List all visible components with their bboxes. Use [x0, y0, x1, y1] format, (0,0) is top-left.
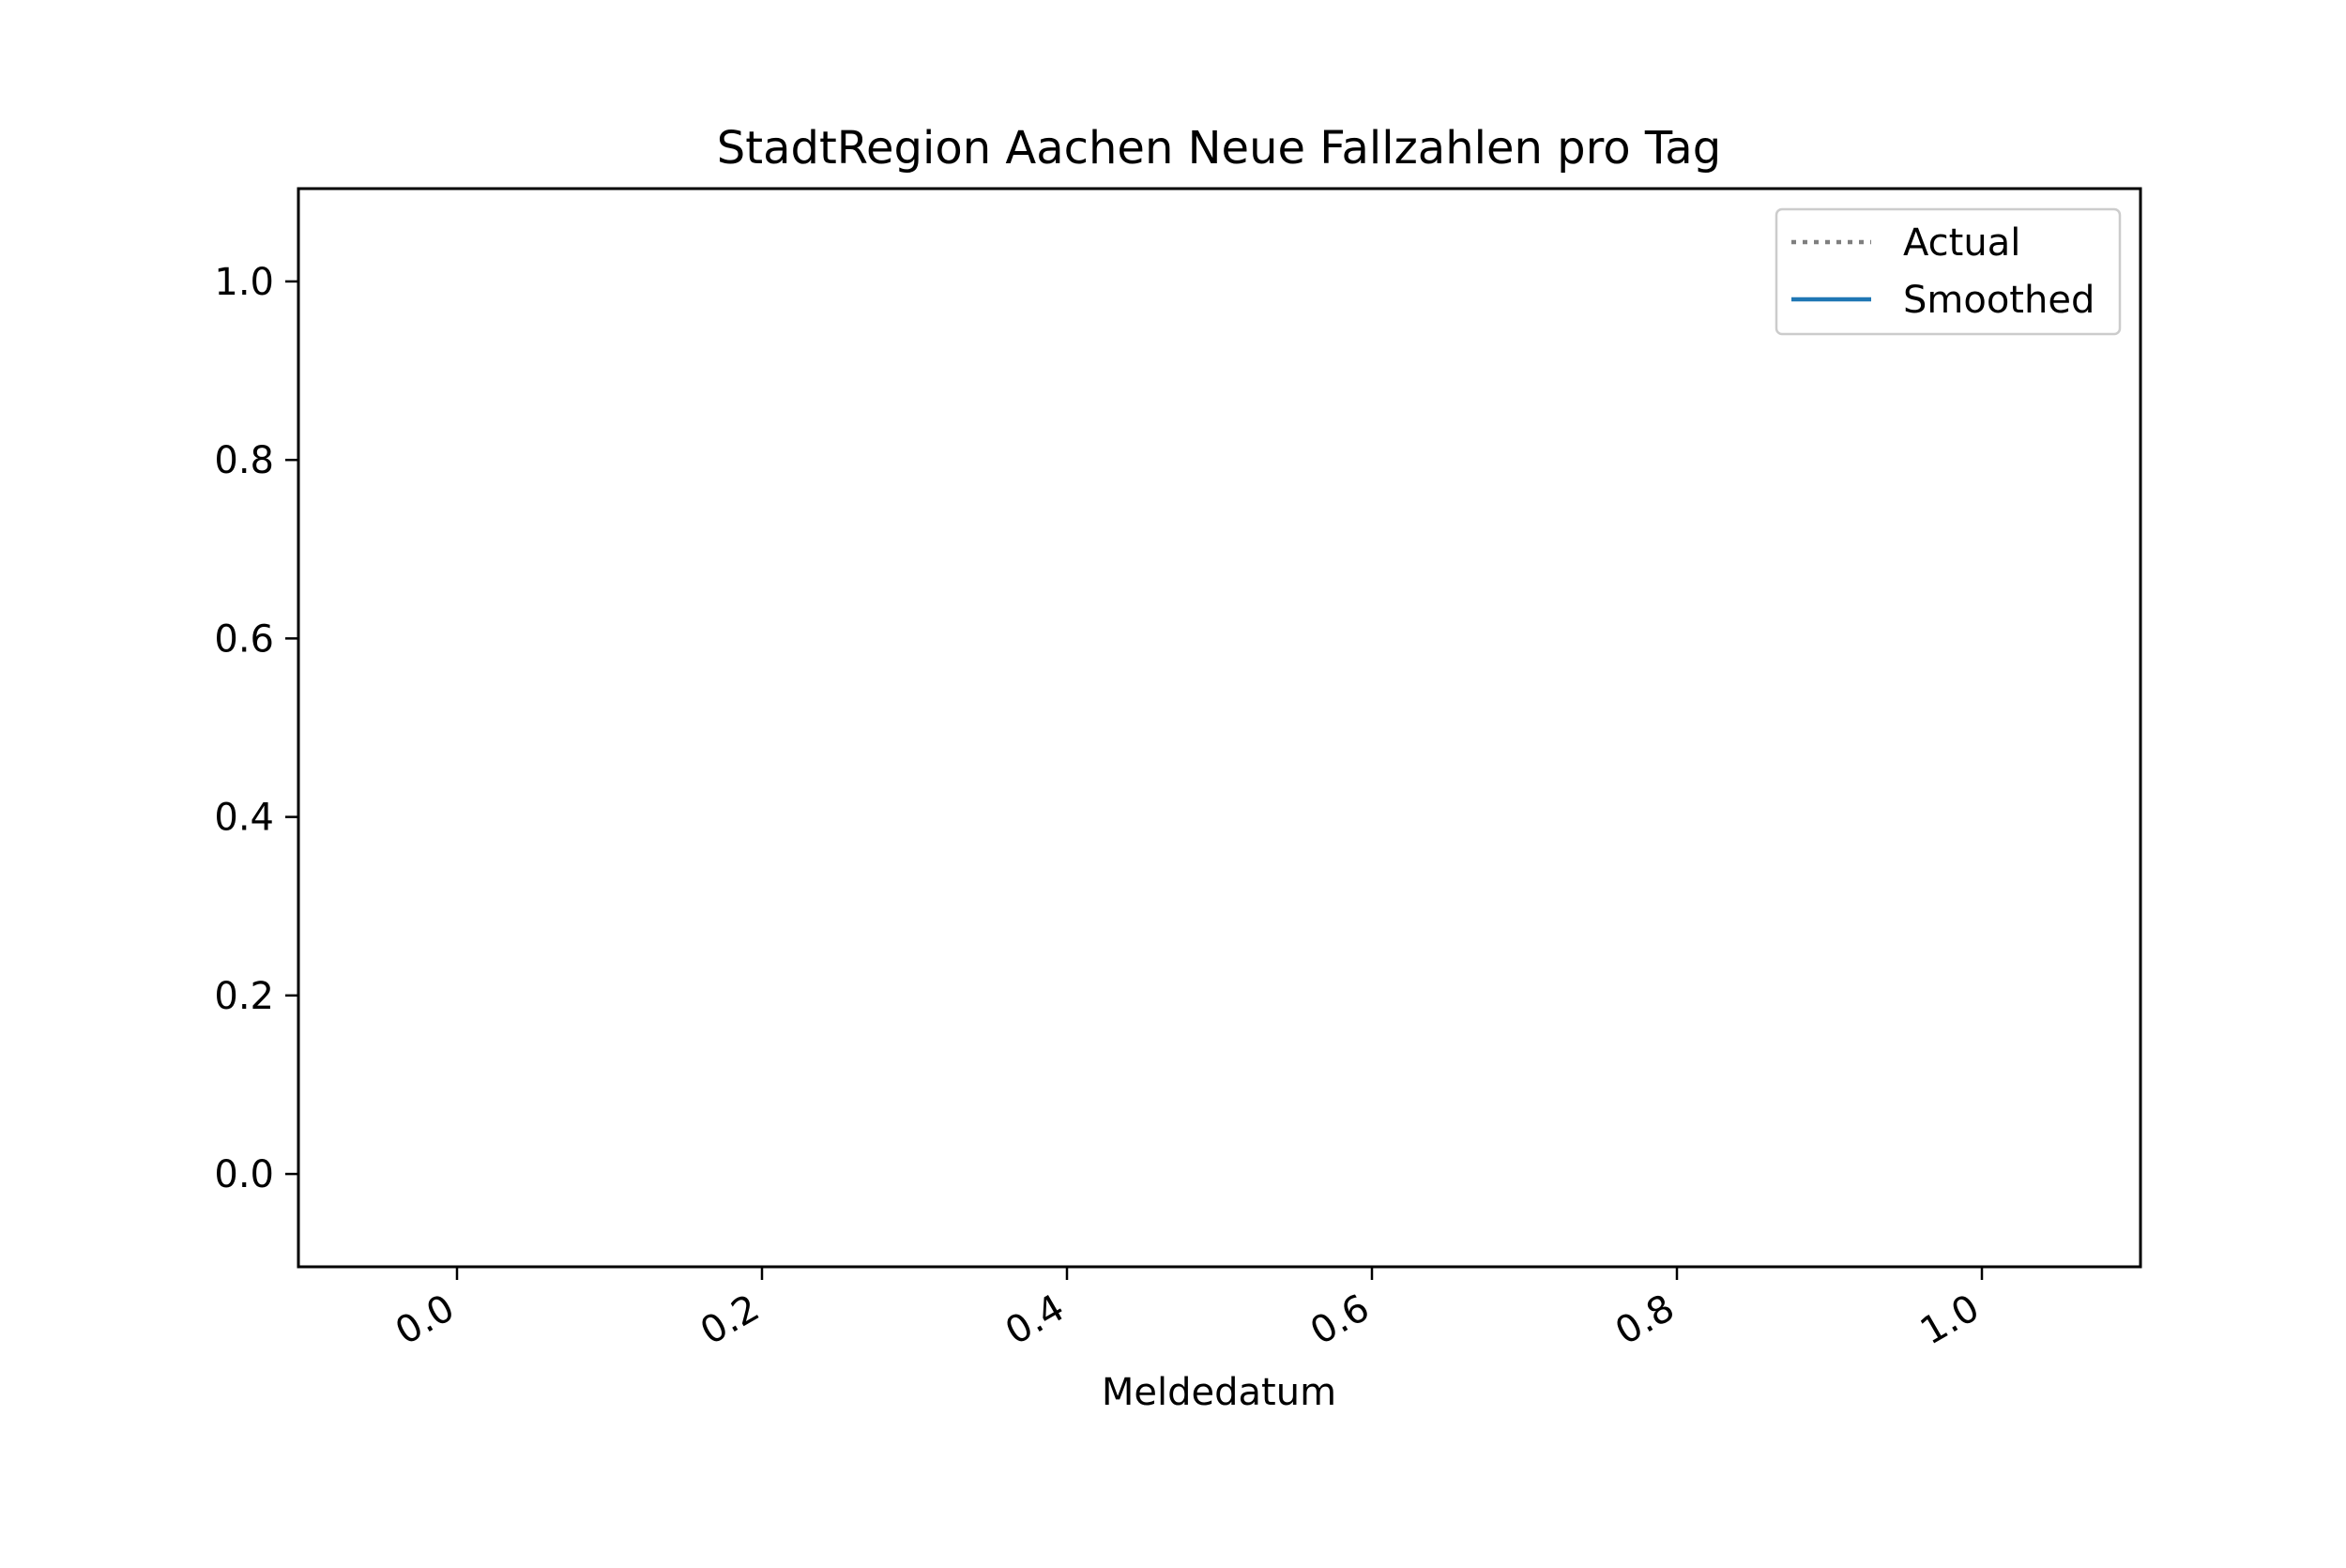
legend: Actual Smoothed [1775, 207, 2122, 336]
y-tick-label: 0.6 [214, 617, 274, 661]
y-tick-label: 0.4 [214, 797, 274, 840]
legend-actual-label: Actual [1903, 221, 2020, 265]
legend-smoothed-label: Smoothed [1903, 279, 2095, 322]
y-tick-label: 0.8 [214, 439, 274, 482]
x-axis: 0.0 0.2 0.4 0.6 0.8 1.0 [388, 1267, 1987, 1353]
x-tick-label: 0.2 [693, 1286, 767, 1354]
plot-frame [297, 187, 2142, 1269]
x-tick-label: 1.0 [1913, 1286, 1987, 1354]
x-tick-label: 0.8 [1608, 1286, 1682, 1354]
y-tick-label: 1.0 [214, 261, 274, 304]
y-tick-label: 0.0 [214, 1153, 274, 1196]
chart-title: StadtRegion Aachen Neue Fallzahlen pro T… [717, 122, 1721, 175]
x-tick-label: 0.0 [388, 1286, 462, 1354]
x-axis-label: Meldedatum [1102, 1371, 1336, 1414]
y-tick-label: 0.2 [214, 975, 274, 1018]
x-tick-label: 0.6 [1303, 1286, 1377, 1354]
x-tick-label: 0.4 [998, 1286, 1072, 1354]
y-axis: 0.0 0.2 0.4 0.6 0.8 1.0 [214, 261, 298, 1196]
